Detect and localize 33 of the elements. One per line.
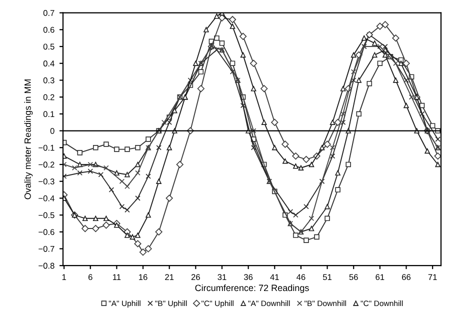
x-tick-label: 1 bbox=[62, 274, 66, 280]
x-tick-label: 66 bbox=[402, 274, 411, 280]
x-tick-label: 11 bbox=[113, 274, 121, 280]
x-tick-label: 31 bbox=[218, 274, 226, 280]
y-tick-label: −0.7 bbox=[38, 246, 54, 252]
y-tick-label: 0.7 bbox=[43, 10, 54, 16]
y-tick-label: −0.2 bbox=[38, 162, 54, 168]
y-tick-label: −0.5 bbox=[38, 212, 54, 218]
x-tick-label: 36 bbox=[244, 274, 253, 280]
x-tick-label: 16 bbox=[139, 274, 148, 280]
x-tick-label: 61 bbox=[376, 274, 384, 280]
x-tick-label: 26 bbox=[191, 274, 200, 280]
y-tick-label: 0.3 bbox=[43, 77, 54, 84]
y-tick-label: −0.6 bbox=[38, 229, 54, 235]
x-tick-label: 71 bbox=[428, 274, 437, 280]
x-axis-title: Circumference: 72 Readings bbox=[195, 284, 309, 293]
x-tick-label: 51 bbox=[322, 274, 332, 280]
x-tick-label: 46 bbox=[296, 274, 306, 280]
y-tick-label: −0.3 bbox=[38, 178, 54, 184]
x-tick-label: 21 bbox=[165, 274, 174, 280]
x-tick-label: 6 bbox=[88, 274, 92, 280]
x-tick-label: 41 bbox=[270, 274, 279, 280]
y-tick-label: −0.8 bbox=[38, 262, 54, 269]
y-axis-title: Ovality meter Readings in MM bbox=[24, 79, 33, 200]
y-tick-label: −0.1 bbox=[38, 144, 54, 151]
y-tick-label: 0.1 bbox=[43, 111, 54, 118]
y-tick-label: 0.6 bbox=[43, 26, 54, 33]
y-tick-label: 0.2 bbox=[43, 94, 54, 100]
y-tick-label: 0.5 bbox=[43, 44, 54, 50]
y-tick-label: −0.4 bbox=[38, 195, 54, 202]
x-tick-label: 56 bbox=[349, 274, 358, 280]
y-tick-label: 0 bbox=[50, 128, 54, 134]
y-tick-label: 0.4 bbox=[43, 60, 54, 66]
